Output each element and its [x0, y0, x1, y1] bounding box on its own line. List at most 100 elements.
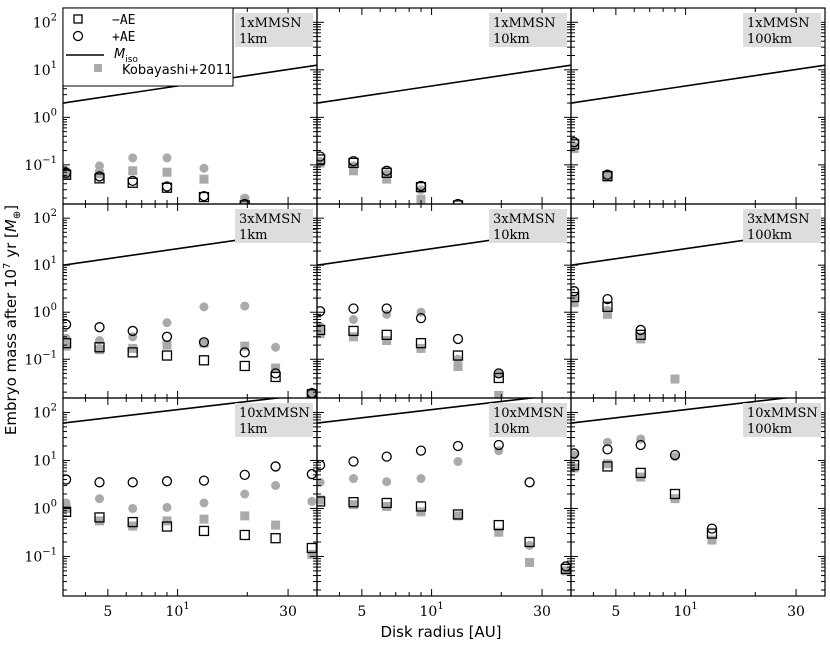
kobayashi-circle-point [94, 494, 104, 504]
plus-ae-point [560, 561, 571, 572]
panel-label-box [489, 209, 567, 243]
kobayashi-square-point [307, 549, 317, 559]
minus-ae-point [452, 350, 464, 361]
kobayashi-square-point [199, 514, 209, 524]
kobayashi-circle-point [199, 498, 209, 508]
plus-ae-point [571, 448, 580, 459]
plus-ae-point [198, 337, 210, 348]
kobayashi-square-point [602, 459, 612, 469]
legend-label-kobayashi: Kobayashi+2011 [122, 63, 232, 78]
kobayashi-square-point [317, 329, 325, 339]
panel-label-box [489, 13, 567, 47]
kobayashi-square-point [271, 520, 281, 530]
plus-ae-point [127, 325, 138, 337]
minus-ae-point [415, 337, 427, 349]
plus-ae-point [94, 171, 105, 182]
plus-ae-point [348, 155, 359, 167]
minus-ae-point [127, 516, 138, 528]
minus-ae-point [706, 528, 718, 539]
panel-label-size: 1km [239, 422, 267, 437]
x-tick-label: 30 [787, 604, 805, 620]
y-tick-label: 101 [33, 60, 57, 79]
kobayashi-square-point [199, 338, 209, 348]
legend-label-miso: Miso [114, 47, 138, 65]
y-axis-label: Embryo mass after 107 yr [M⊕] [2, 205, 23, 435]
panel-marks [571, 64, 825, 182]
minus-ae-point [270, 371, 281, 383]
plus-ae-point [524, 477, 535, 488]
kobayashi-circle-point [162, 153, 172, 163]
kobayashi-square-point [317, 158, 325, 168]
x-tick-label: 5 [103, 604, 112, 620]
kobayashi-square-point [317, 495, 325, 505]
kobayashi-square-point [162, 167, 172, 177]
panel-marks [571, 227, 825, 384]
plus-ae-point [571, 286, 580, 297]
legend: −AE +AE Miso Kobayashi+2011 [62, 7, 234, 87]
minus-ae-point [239, 200, 250, 204]
plus-ae-point [306, 468, 317, 480]
kobayashi-circle-point [240, 489, 250, 499]
kobayashi-circle-point [317, 477, 325, 487]
kobayashi-circle-point [453, 457, 463, 467]
minus-ae-point [493, 372, 504, 384]
kobayashi-square-point [416, 343, 426, 353]
kobayashi-square-point [382, 501, 392, 511]
kobayashi-circle-point [162, 502, 172, 512]
legend-gray-square-icon [94, 64, 102, 72]
minus-ae-point [306, 542, 317, 554]
x-tick-label: 30 [279, 604, 297, 620]
kobayashi-square-point [525, 557, 535, 567]
kobayashi-circle-point [348, 315, 358, 325]
kobayashi-circle-point [602, 437, 612, 447]
panel-marks [317, 227, 571, 398]
y-axis-label-unit: M [2, 219, 20, 232]
plus-ae-point [239, 347, 250, 358]
y-axis-label-main: Embryo mass after 10 [2, 269, 20, 435]
panel-label-density: 10xMMSN [493, 406, 564, 421]
minus-ae-point [94, 342, 105, 353]
plus-ae-point [602, 444, 613, 455]
minus-ae-point [161, 521, 173, 532]
legend-label-minus-ae: −AE [112, 13, 135, 28]
minus-ae-point [161, 350, 173, 361]
minus-ae-point [602, 461, 613, 472]
panel-label-box [235, 209, 313, 243]
minus-ae-point [198, 525, 210, 537]
isolation-mass-line [571, 64, 825, 104]
minus-ae-point [452, 509, 464, 520]
kobayashi-circle-point [94, 161, 104, 171]
y-axis-label-tail: yr [ [2, 232, 20, 262]
kobayashi-circle-point [382, 477, 392, 487]
plus-ae-point [415, 180, 427, 192]
kobayashi-circle-point [240, 301, 250, 311]
panel-label-density: 3xMMSN [239, 212, 302, 227]
plus-ae-point [635, 439, 646, 451]
plus-ae-point [493, 368, 504, 379]
minus-ae-point [317, 496, 326, 507]
plus-ae-point [452, 333, 464, 345]
minus-ae-point [270, 533, 281, 544]
y-tick-label: 102 [33, 12, 57, 31]
kobayashi-square-point [670, 374, 680, 384]
panel-label-size: 10km [493, 32, 530, 47]
plus-ae-point [381, 303, 392, 314]
plus-ae-point [452, 198, 464, 204]
panel-label-density: 10xMMSN [747, 406, 818, 421]
plus-ae-point [706, 523, 718, 534]
panel-label-size: 1km [239, 228, 267, 243]
plus-ae-point [381, 451, 392, 462]
panel-label-size: 100km [747, 422, 792, 437]
kobayashi-square-point [94, 345, 104, 355]
kobayashi-square-point [307, 389, 317, 398]
kobayashi-square-point [416, 194, 426, 204]
kobayashi-square-point [382, 336, 392, 346]
plus-ae-point [381, 165, 392, 176]
plus-ae-point [493, 439, 504, 451]
panel-label-size: 1km [239, 32, 267, 47]
